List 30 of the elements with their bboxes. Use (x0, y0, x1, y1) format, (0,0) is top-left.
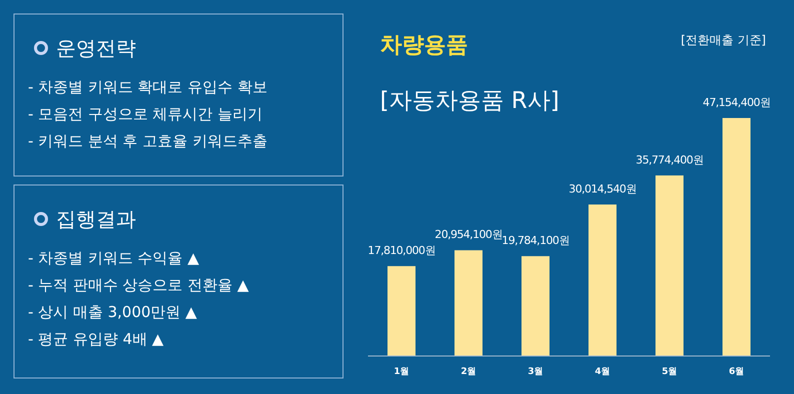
text: - 모음전 구성으로 체류시간 늘리기 (28, 105, 262, 123)
bar (522, 256, 550, 356)
text: [전환매출 기준] (680, 33, 766, 47)
data-label: 35,774,400원 (636, 153, 704, 166)
text: - 평균 유입량 4배 ▲ (28, 330, 164, 348)
x-tick-label: 1월 (394, 367, 410, 377)
text: - 차종별 키워드 수익율 ▲ (28, 249, 200, 267)
text: 운영전략 (56, 36, 136, 60)
data-label: 30,014,540원 (568, 182, 636, 196)
bar (656, 175, 684, 356)
x-tick-label: 3월 (528, 367, 544, 377)
text: - 상시 매출 3,000만원 ▲ (28, 303, 198, 321)
text: - 차종별 키워드 확대로 유입수 확보 (28, 78, 268, 96)
x-tick-label: 5월 (662, 367, 678, 377)
chart-subtitle: [자동차용품 R사] (380, 88, 560, 114)
bar (454, 250, 482, 356)
text: - 키워드 분석 후 고효율 키워드추출 (28, 132, 268, 150)
bar (722, 118, 750, 356)
x-tick-label: 4월 (594, 367, 610, 377)
data-label: 17,810,000원 (368, 244, 436, 258)
bar (588, 204, 616, 356)
data-label: 20,954,100원 (434, 228, 502, 242)
chart-title: 차량용품 (380, 33, 468, 58)
x-tick-label: 2월 (460, 367, 476, 377)
text: 집행결과 (56, 207, 136, 231)
data-label: 47,154,400원 (702, 96, 770, 109)
data-label: 19,784,100원 (502, 234, 570, 248)
x-tick-label: 6월 (728, 367, 744, 377)
bar (388, 266, 416, 356)
text: - 누적 판매수 상승으로 전환율 ▲ (28, 276, 250, 294)
